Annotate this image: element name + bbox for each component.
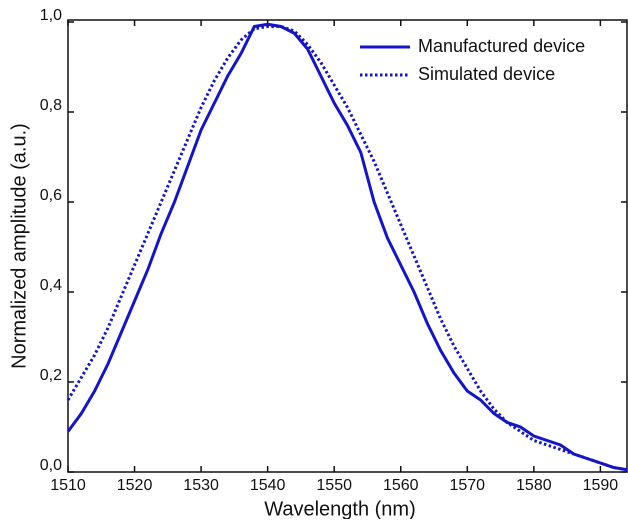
x-tick-label: 1570 <box>449 477 485 494</box>
data-line <box>66 22 628 472</box>
x-tick-label: 1550 <box>316 477 352 494</box>
x-tick-label: 1520 <box>117 477 153 494</box>
y-tick-label: 0,8 <box>40 97 62 114</box>
legend-label: Simulated device <box>418 64 555 84</box>
legend-label: Manufactured device <box>418 36 585 56</box>
data-line <box>66 25 628 472</box>
x-tick-label: 1530 <box>183 477 219 494</box>
x-tick-label: 1510 <box>50 477 86 494</box>
x-tick-label: 1590 <box>583 477 619 494</box>
x-axis-title: Wavelength (nm) <box>264 498 416 519</box>
x-tick-label: 1540 <box>250 477 286 494</box>
x-tick-label: 1560 <box>383 477 419 494</box>
x-tick-label: 1580 <box>516 477 552 494</box>
plot-frame <box>67 19 628 473</box>
y-tick-label: 0,0 <box>40 457 62 474</box>
y-tick-label: 0,6 <box>40 187 62 204</box>
y-tick-label: 0,2 <box>40 367 62 384</box>
y-tick-label: 0,4 <box>40 277 62 294</box>
y-axis-title: Normalized amplitude (a.u.) <box>8 123 30 369</box>
y-tick-label: 1,0 <box>40 7 62 24</box>
